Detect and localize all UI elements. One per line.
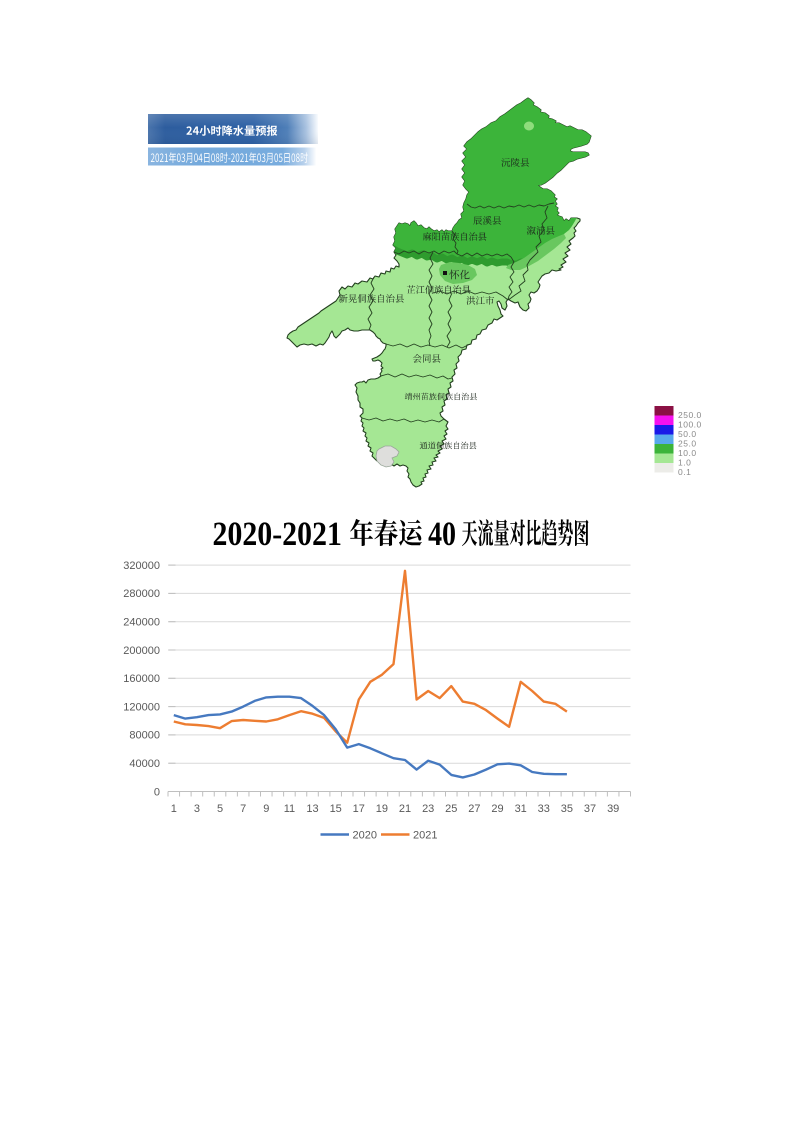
svg-text:23: 23 [422, 803, 434, 815]
svg-text:9: 9 [263, 803, 269, 815]
svg-text:27: 27 [468, 803, 480, 815]
svg-text:120000: 120000 [123, 701, 160, 713]
svg-text:2021: 2021 [413, 830, 437, 842]
svg-text:25: 25 [445, 803, 457, 815]
svg-text:1.0: 1.0 [678, 458, 691, 468]
svg-text:160000: 160000 [123, 673, 160, 685]
svg-text:10.0: 10.0 [678, 448, 697, 458]
svg-text:100.0: 100.0 [678, 420, 702, 430]
svg-text:25.0: 25.0 [678, 439, 697, 449]
svg-text:40000: 40000 [129, 758, 160, 770]
svg-text:11: 11 [284, 803, 295, 815]
svg-text:50.0: 50.0 [678, 429, 697, 439]
svg-text:39: 39 [607, 803, 619, 815]
svg-text:250.0: 250.0 [678, 410, 702, 420]
svg-text:13: 13 [306, 803, 318, 815]
svg-text:2020: 2020 [353, 830, 377, 842]
svg-text:29: 29 [491, 803, 503, 815]
svg-text:80000: 80000 [129, 730, 160, 742]
svg-text:15: 15 [330, 803, 342, 815]
svg-text:31: 31 [515, 803, 527, 815]
svg-text:0: 0 [154, 786, 160, 798]
svg-text:35: 35 [561, 803, 573, 815]
svg-text:21: 21 [399, 803, 411, 815]
svg-text:17: 17 [353, 803, 365, 815]
svg-text:240000: 240000 [123, 617, 160, 629]
svg-text:3: 3 [194, 803, 200, 815]
svg-text:19: 19 [376, 803, 388, 815]
svg-text:5: 5 [217, 803, 223, 815]
svg-text:37: 37 [584, 803, 596, 815]
svg-text:280000: 280000 [123, 588, 160, 600]
svg-text:320000: 320000 [123, 560, 160, 572]
svg-text:1: 1 [171, 803, 177, 815]
svg-text:0.1: 0.1 [678, 467, 691, 477]
svg-text:200000: 200000 [123, 645, 160, 657]
svg-text:33: 33 [538, 803, 550, 815]
svg-text:7: 7 [240, 803, 246, 815]
